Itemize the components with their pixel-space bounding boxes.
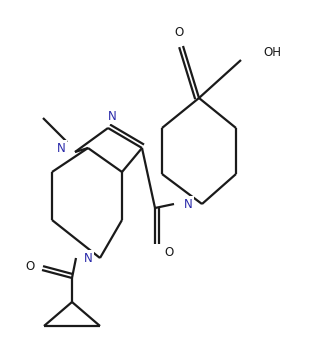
Text: N: N <box>84 252 92 264</box>
Text: N: N <box>57 142 66 155</box>
Text: O: O <box>164 246 174 258</box>
Text: N: N <box>108 109 116 122</box>
Text: OH: OH <box>263 46 281 58</box>
Text: O: O <box>25 260 35 273</box>
Text: N: N <box>184 198 193 210</box>
Text: O: O <box>174 26 184 38</box>
